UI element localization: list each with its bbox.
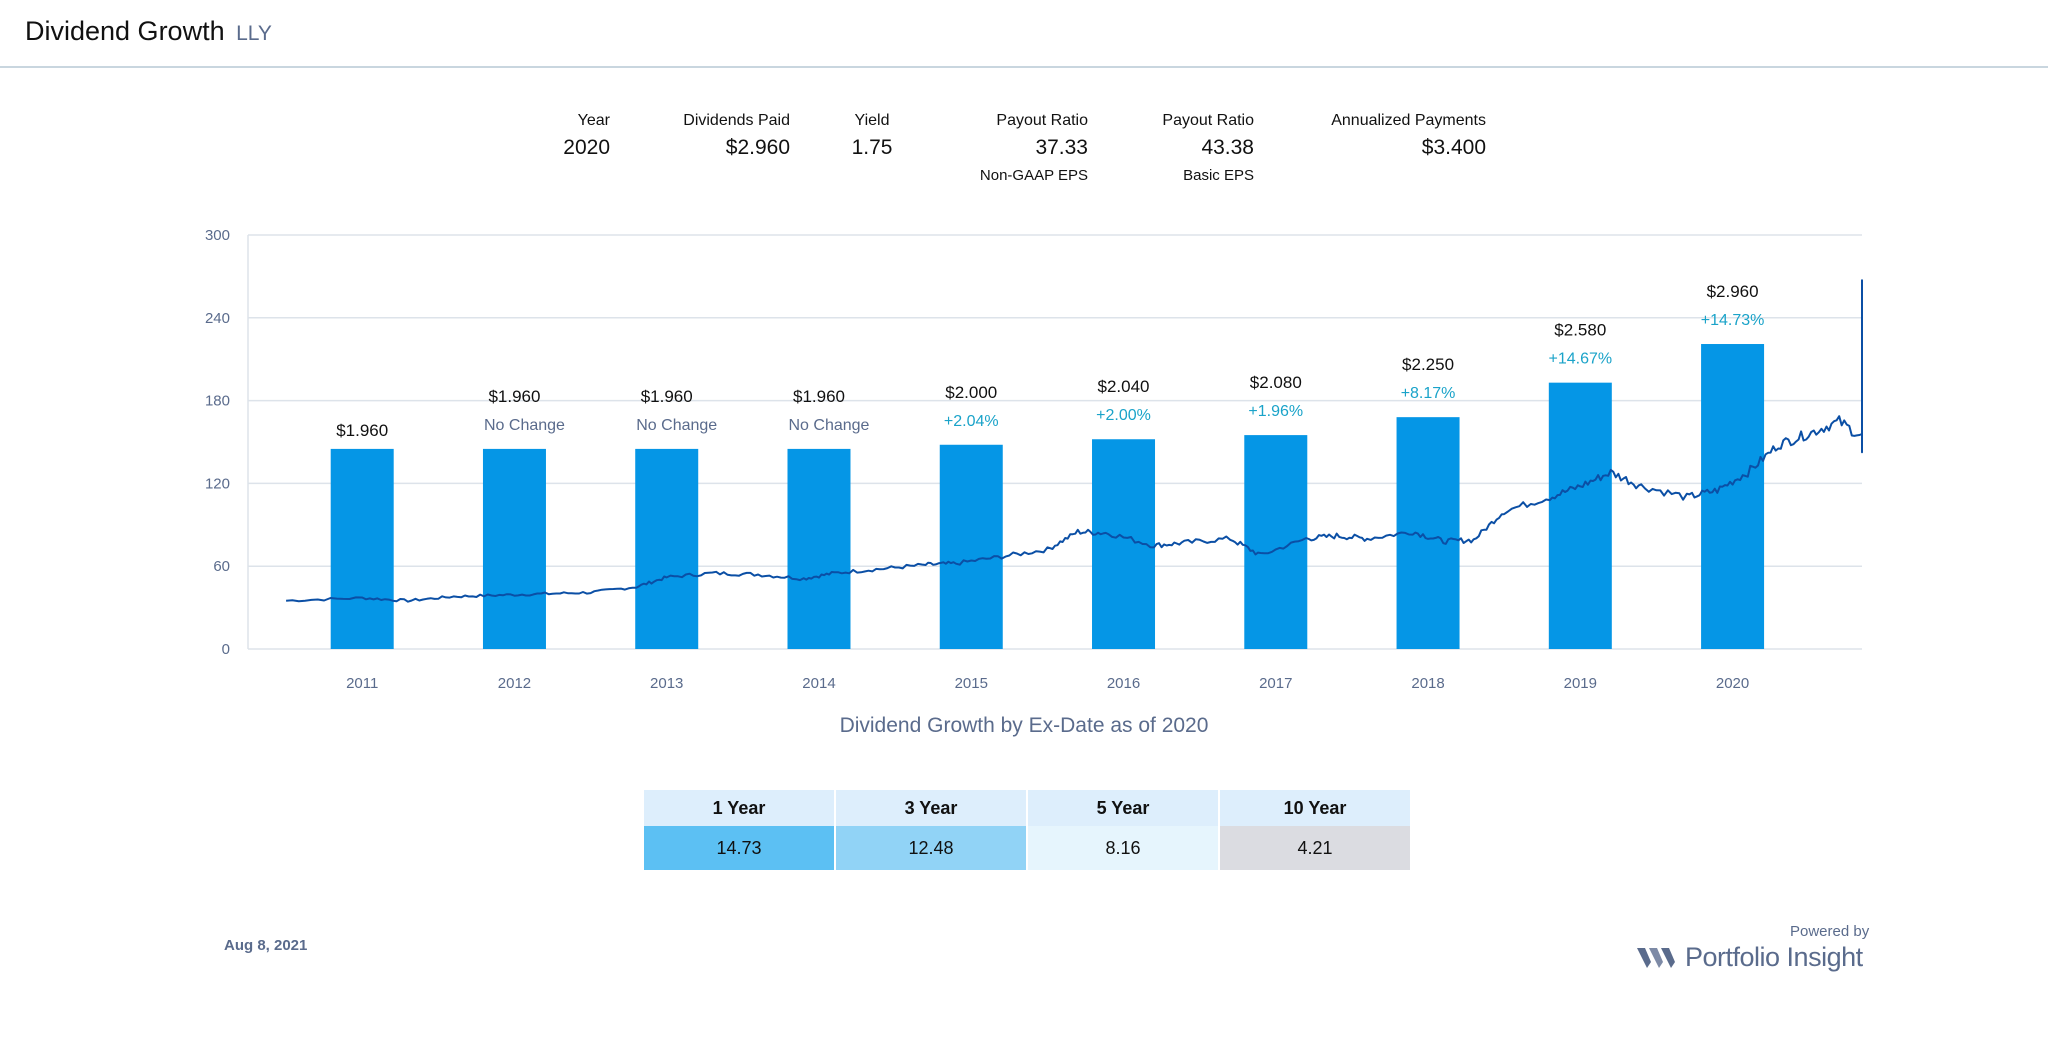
value-10-year: 4.21 (1219, 826, 1412, 870)
change-label: +2.00% (1096, 407, 1151, 424)
header-10-year: 10 Year (1219, 790, 1412, 826)
y-tick-label: 300 (205, 227, 230, 244)
brand-logo[interactable]: Portfolio Insight (1637, 942, 1863, 973)
bar-2019 (1548, 382, 1612, 649)
bar-2013 (635, 448, 699, 649)
stat-value: 1.75 (851, 136, 893, 159)
dividend-label: $2.250 (1402, 355, 1454, 374)
dividend-label: $1.960 (488, 387, 540, 406)
dividend-label: $1.960 (336, 421, 388, 440)
stat-value: 2020 (563, 136, 610, 159)
dividend-label: $2.580 (1554, 321, 1606, 340)
stat-label: Payout Ratio (996, 112, 1088, 129)
as-of-date: Aug 8, 2021 (224, 937, 308, 954)
stat-payout-basic: Payout Ratio 43.38 Basic EPS (1120, 112, 1254, 184)
value-3-year: 12.48 (835, 826, 1028, 870)
change-label: +14.67% (1549, 351, 1613, 368)
x-tick-label: 2013 (650, 675, 683, 692)
x-tick-label: 2012 (498, 675, 531, 692)
dividend-label: $2.000 (945, 383, 997, 402)
price-line (286, 279, 1863, 603)
dividend-label: $1.960 (793, 387, 845, 406)
dividend-label: $2.960 (1707, 282, 1759, 301)
page-title: Dividend Growth LLY (25, 16, 272, 47)
stat-sublabel: Basic EPS (1183, 167, 1254, 184)
table-header-row: 1 Year 3 Year 5 Year 10 Year (644, 790, 1412, 826)
x-tick-label: 2015 (955, 675, 988, 692)
x-tick-label: 2020 (1716, 675, 1749, 692)
header-bar: Dividend Growth LLY (0, 0, 2048, 68)
stat-label: Dividends Paid (683, 112, 790, 129)
y-tick-label: 60 (213, 558, 230, 575)
x-tick-label: 2018 (1411, 675, 1444, 692)
y-tick-label: 120 (205, 475, 230, 492)
change-label: No Change (636, 417, 717, 434)
bar-2014 (787, 448, 851, 649)
change-label: No Change (484, 417, 565, 434)
stat-annualized-payments: Annualized Payments $3.400 (1290, 112, 1486, 160)
growth-rate-table: 1 Year 3 Year 5 Year 10 Year 14.73 12.48… (644, 790, 1412, 870)
bar-2011 (330, 448, 394, 649)
header-5-year: 5 Year (1027, 790, 1220, 826)
stat-value: 37.33 (1035, 136, 1088, 159)
value-5-year: 8.16 (1027, 826, 1220, 870)
chart-title: Dividend Growth by Ex-Date as of 2020 (839, 714, 1209, 737)
bar-2012 (482, 448, 546, 649)
x-tick-label: 2016 (1107, 675, 1140, 692)
stat-label: Year (577, 112, 610, 129)
dividend-label: $1.960 (641, 387, 693, 406)
dividend-label: $2.080 (1250, 373, 1302, 392)
title-text: Dividend Growth (25, 16, 225, 46)
value-1-year: 14.73 (644, 826, 836, 870)
change-label: +1.96% (1248, 403, 1303, 420)
stat-yield: Yield 1.75 (840, 112, 904, 160)
header-1-year: 1 Year (644, 790, 836, 826)
y-tick-label: 240 (205, 310, 230, 327)
stat-value: 43.38 (1201, 136, 1254, 159)
stat-dividends-paid: Dividends Paid $2.960 (660, 112, 790, 160)
stat-payout-non-gaap: Payout Ratio 37.33 Non-GAAP EPS (940, 112, 1088, 184)
change-label: No Change (789, 417, 870, 434)
stat-sublabel: Non-GAAP EPS (979, 167, 1088, 184)
y-tick-label: 0 (222, 641, 230, 658)
stat-year: Year 2020 (530, 112, 610, 160)
powered-by-label: Powered by (1790, 923, 1870, 940)
x-tick-label: 2014 (802, 675, 835, 692)
stat-label: Payout Ratio (1162, 112, 1254, 129)
brand-name: Portfolio Insight (1685, 942, 1863, 972)
stat-label: Annualized Payments (1331, 112, 1486, 129)
x-tick-label: 2017 (1259, 675, 1292, 692)
change-label: +14.73% (1701, 312, 1765, 329)
stat-value: $2.960 (725, 136, 790, 159)
portfolio-insight-logo-icon (1637, 947, 1675, 968)
header-3-year: 3 Year (835, 790, 1028, 826)
x-tick-label: 2019 (1564, 675, 1597, 692)
bar-2020 (1701, 344, 1765, 649)
x-tick-label: 2011 (346, 675, 378, 692)
dividend-growth-chart: 0 60 120 180 240 300 2011 $1.960 2012 $1.960 No Ch… (205, 227, 1863, 692)
stat-label: Yield (854, 112, 890, 129)
dividend-label: $2.040 (1098, 377, 1150, 396)
bar-2015 (939, 444, 1003, 649)
y-tick-label: 180 (205, 393, 230, 410)
table-value-row: 14.73 12.48 8.16 4.21 (644, 826, 1412, 870)
change-label: +2.04% (944, 413, 999, 430)
stat-value: $3.400 (1421, 136, 1486, 159)
ticker-symbol: LLY (236, 22, 272, 45)
change-label: +8.17% (1401, 385, 1456, 402)
